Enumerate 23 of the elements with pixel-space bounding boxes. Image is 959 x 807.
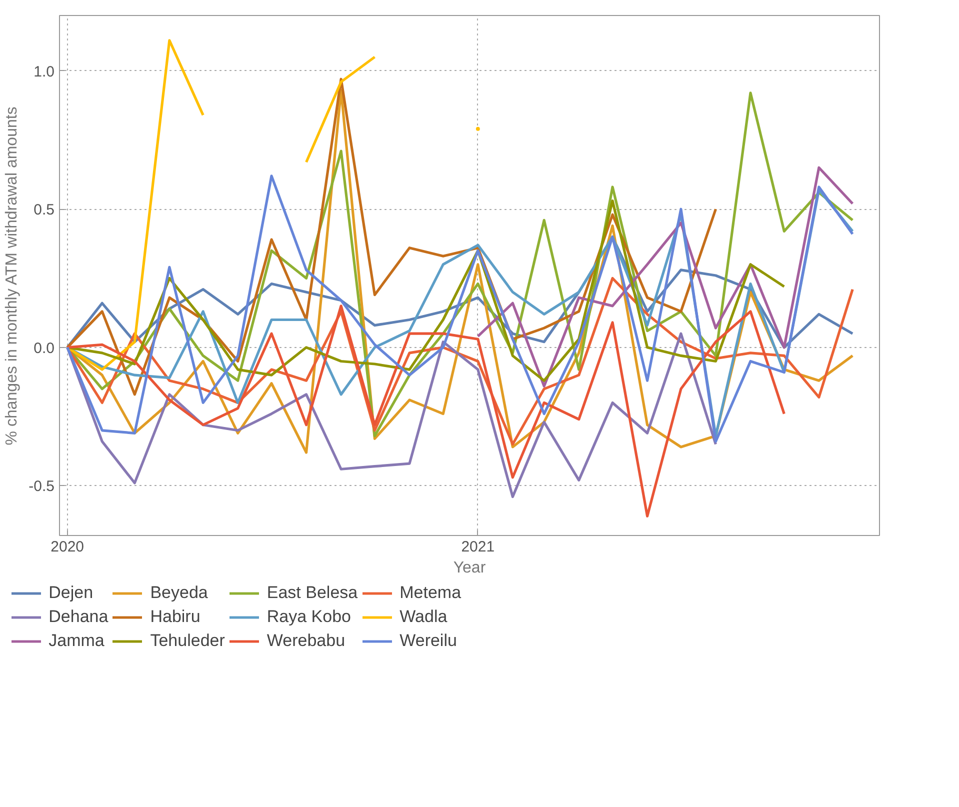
x-tick-label: 2020 xyxy=(50,538,84,556)
y-tick-label: 0.5 xyxy=(34,202,55,219)
line-series xyxy=(476,166,854,388)
legend-label: Tehuleder xyxy=(150,631,225,651)
y-tick-label: 0.0 xyxy=(34,340,55,357)
x-axis-title: Year xyxy=(453,560,486,576)
legend-label: Beyeda xyxy=(150,583,208,603)
legend-label: Metema xyxy=(400,583,462,603)
line-series xyxy=(66,304,786,518)
legend-label: East Belesa xyxy=(266,583,358,603)
legend-label: Werebabu xyxy=(266,631,346,651)
legend-label: Dehana xyxy=(48,607,108,627)
line-series xyxy=(66,332,718,498)
legend-label: Raya Kobo xyxy=(266,607,352,627)
y-axis-title: % changes in monthly ATM withdrawal amounts xyxy=(4,106,21,446)
legend-label: Habiru xyxy=(150,607,200,627)
y-tick-label: 1.0 xyxy=(34,63,55,80)
legend-label: Dejen xyxy=(48,583,94,603)
x-tick-label: 2021 xyxy=(461,538,495,556)
legend-label: Wadla xyxy=(400,607,448,627)
legend-label: Wereilu xyxy=(400,631,457,651)
legend-label: Jamma xyxy=(48,631,104,651)
y-tick-label: -0.5 xyxy=(28,478,55,496)
